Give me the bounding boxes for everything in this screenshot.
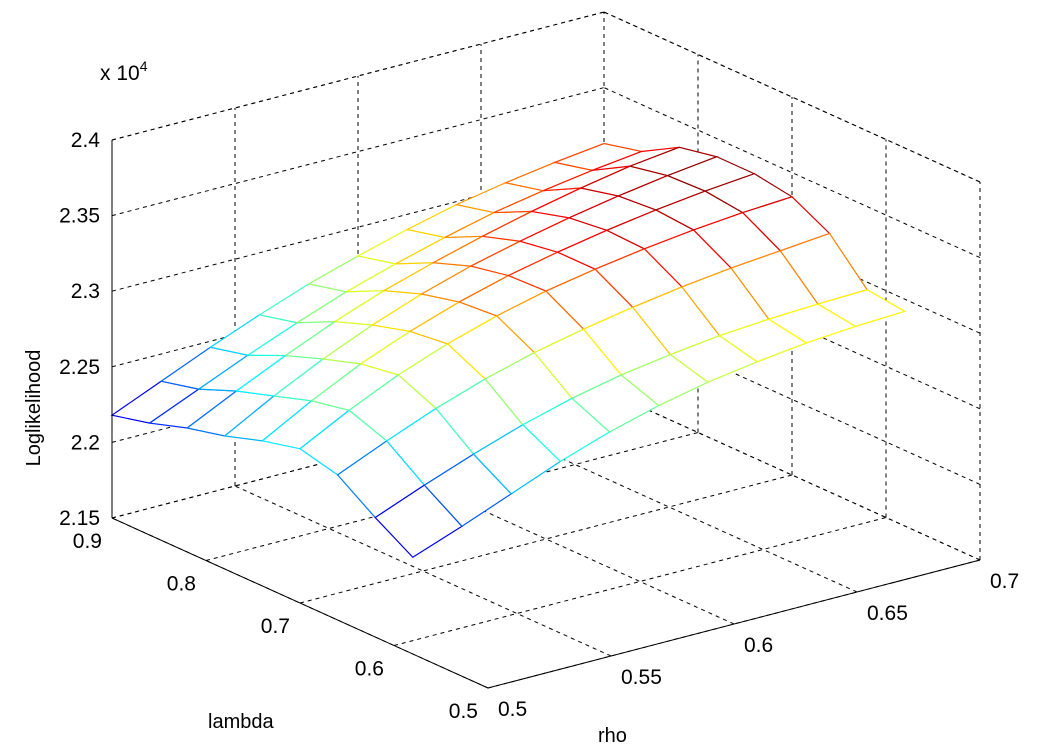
x-tick-label: 0.7 [990, 570, 1019, 593]
y-tick-label: 0.6 [355, 658, 384, 681]
x-tick-label: 0.5 [498, 698, 527, 721]
axes-box [111, 11, 981, 689]
x-tick-label: 0.65 [867, 602, 908, 625]
z-scale-factor: x 104 [100, 58, 148, 85]
z-tick-label: 2.25 [59, 356, 100, 379]
x-axis-label: rho [598, 725, 627, 747]
x-tick-label: 0.6 [744, 634, 773, 657]
z-scale-exponent: 4 [140, 58, 148, 74]
z-tick-label: 2.15 [59, 507, 100, 530]
z-scale-label: x 10 [100, 62, 140, 85]
surface-cell [816, 289, 907, 328]
z-tick-label: 2.4 [71, 129, 101, 152]
z-tick-label: 2.3 [71, 280, 100, 303]
box-edge-top-back [111, 11, 605, 141]
x-axis-line [487, 559, 981, 689]
tick-labels: 0.5 0.55 0.6 0.65 0.7 0.5 0.6 0.7 0.8 0.92.15 2.2 2… [59, 129, 1019, 723]
y-axis-label: lambda [208, 711, 274, 733]
y-tick-label: 0.9 [73, 530, 102, 553]
floor-grid-line-lambda [393, 517, 887, 646]
x-tick-label: 0.55 [621, 666, 662, 689]
z-tick-label: 2.2 [71, 431, 100, 454]
y-tick-label: 0.8 [167, 573, 196, 596]
z-axis-label: Loglikelihood [23, 350, 45, 467]
y-axis-line [111, 517, 489, 689]
y-tick-label: 0.5 [449, 700, 478, 723]
y-tick-label: 0.7 [261, 615, 290, 638]
surface-mesh [110, 142, 907, 559]
z-tick-label: 2.35 [59, 205, 100, 228]
